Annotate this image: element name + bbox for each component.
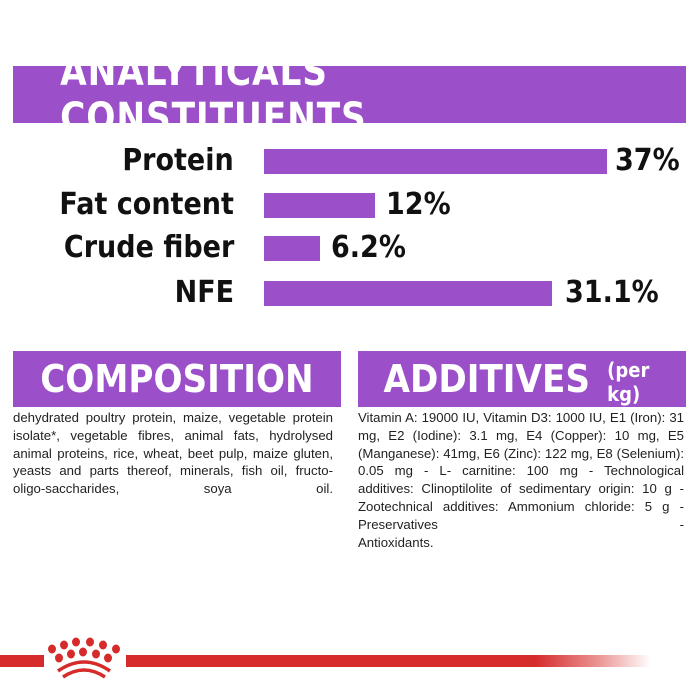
analytics-label: Protein [122, 143, 234, 178]
analytics-row-fat: Fat content 12% [0, 187, 700, 222]
analytics-bar [264, 281, 552, 306]
analyticals-title-banner: ANALYTICALS CONSTITUENTS [13, 49, 686, 141]
analytics-value: 37% [615, 143, 680, 178]
analytics-value: 12% [386, 187, 451, 222]
analytics-value: 31.1% [565, 275, 659, 310]
analytics-bar [264, 149, 607, 174]
additives-title: ADDITIVES [383, 357, 590, 401]
footer-red-line-left [0, 655, 44, 667]
additives-text-last: Antioxidants. [358, 534, 434, 550]
crown-icon [48, 637, 120, 679]
analytics-label: NFE [174, 275, 234, 310]
analytics-row-protein: Protein 37% [0, 143, 700, 178]
analytics-bar [264, 236, 320, 261]
additives-banner: ADDITIVES (per kg) [358, 351, 686, 407]
footer-red-line-right [126, 655, 651, 667]
additives-text-body: Vitamin A: 19000 IU, Vitamin D3: 1000 IU… [358, 410, 684, 532]
analytics-row-fiber: Crude fiber 6.2% [0, 230, 700, 265]
additives-text: Vitamin A: 19000 IU, Vitamin D3: 1000 IU… [358, 409, 684, 551]
composition-text: dehydrated poultry protein, maize, veget… [13, 410, 333, 497]
analytics-label: Crude fiber [63, 230, 234, 265]
composition-banner: COMPOSITION [13, 351, 341, 407]
analyticals-title: ANALYTICALS CONSTITUENTS [60, 48, 367, 141]
analytics-value: 6.2% [331, 230, 406, 265]
analytics-bar [264, 193, 375, 218]
analytics-label: Fat content [59, 187, 234, 222]
analytics-row-nfe: NFE 31.1% [0, 275, 700, 310]
additives-title-suffix: (per kg) [607, 358, 650, 406]
composition-title: COMPOSITION [40, 357, 314, 401]
